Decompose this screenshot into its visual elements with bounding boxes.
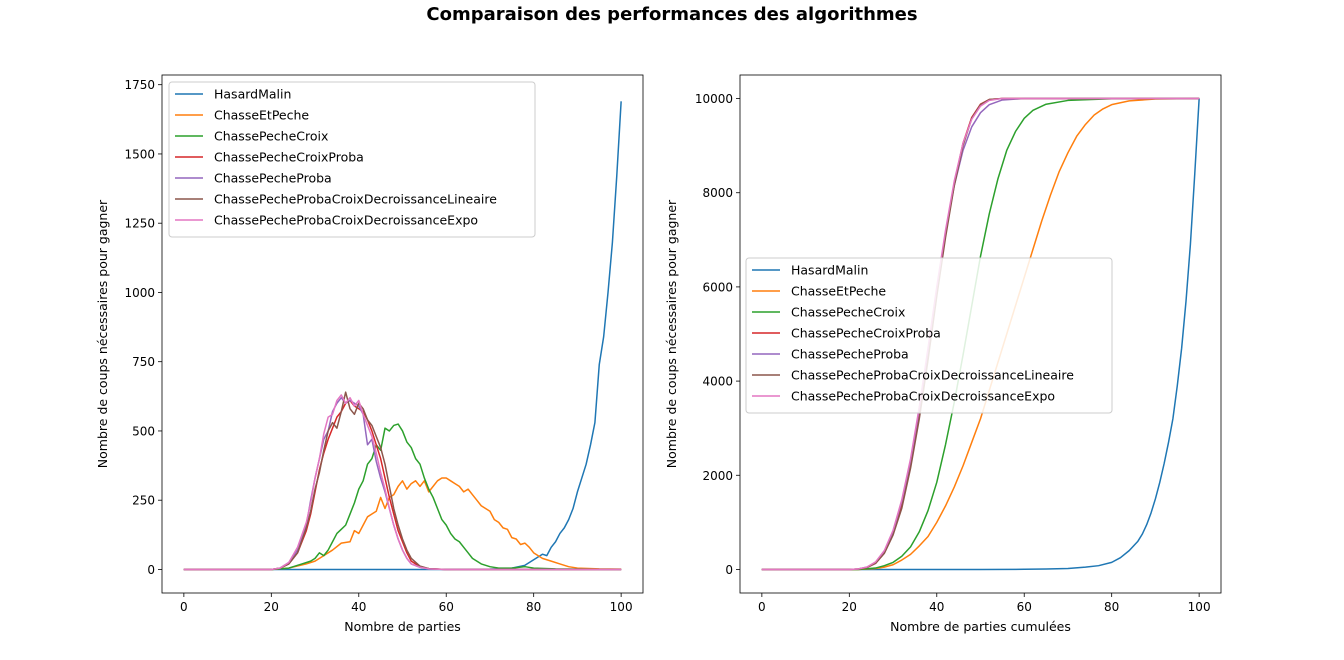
series-line-7 — [183, 394, 622, 571]
legend-label: ChassePecheProba — [214, 171, 332, 186]
series-line-4 — [183, 399, 622, 571]
y-tick-label: 250 — [132, 494, 155, 508]
series-line-1 — [761, 98, 1200, 571]
x-tick-label: 20 — [264, 600, 279, 614]
y-tick-label: 1500 — [124, 147, 155, 161]
legend-label: ChassePecheCroixProba — [214, 150, 364, 165]
y-tick-label: 8000 — [702, 186, 733, 200]
x-tick-label: 100 — [610, 600, 633, 614]
x-tick-label: 60 — [1017, 600, 1032, 614]
y-tick-label: 1000 — [124, 286, 155, 300]
legend-box — [168, 81, 536, 238]
x-axis-label: Nombre de parties — [344, 619, 461, 634]
x-tick-label: 40 — [929, 600, 944, 614]
x-tick-label: 0 — [180, 600, 188, 614]
y-tick-label: 1750 — [124, 78, 155, 92]
axes-frame — [739, 74, 1222, 594]
subplot-1: 0 20 40 60 80 10002505007501000125015001750No… — [95, 74, 644, 634]
x-tick-label: 80 — [1104, 600, 1119, 614]
x-tick-label: 100 — [1188, 600, 1211, 614]
y-axis-label: Nombre de coups nécessaires pour gagner — [95, 199, 110, 468]
figure-title: Comparaison des performances des algorit… — [426, 4, 918, 25]
x-tick-label: 20 — [842, 600, 857, 614]
y-tick-label: 2000 — [702, 469, 733, 483]
x-tick-label: 60 — [439, 600, 454, 614]
series-line-6 — [183, 391, 622, 571]
legend-label: HasardMalin — [791, 263, 868, 278]
y-tick-label: 500 — [132, 424, 155, 438]
legend-label: ChasseEtPeche — [214, 108, 309, 123]
axes-frame — [161, 74, 644, 594]
series-line-1 — [183, 101, 622, 571]
y-tick-label: 0 — [147, 563, 155, 577]
subplot-2: 0 20 40 60 80 100 0 2000 4000 6000 8000 10000 Nombre… — [664, 74, 1222, 634]
x-tick-label: 0 — [758, 600, 766, 614]
legend-label: ChassePecheProba — [791, 347, 909, 362]
y-tick-label: 0 — [725, 563, 733, 577]
legend-label: ChassePecheCroix — [791, 305, 905, 320]
legend-label: HasardMalin — [214, 87, 291, 102]
series-line-3 — [183, 423, 622, 571]
y-tick-label: 10000 — [695, 92, 733, 106]
y-tick-label: 750 — [132, 355, 155, 369]
y-axis-label: Nombre de coups nécessaires pour gagner — [664, 199, 679, 468]
legend-label: ChassePecheCroix — [214, 129, 328, 144]
legend: HasardMalin ChasseEtPeche ChassePecheCroix… — [745, 257, 1113, 414]
legend-label: ChassePecheProbaCroixDecroissanceLineair… — [214, 192, 497, 207]
legend-label: ChasseEtPeche — [791, 284, 886, 299]
legend-label: ChassePecheProbaCroixDecroissanceLineair… — [791, 368, 1074, 383]
x-tick-label: 40 — [351, 600, 366, 614]
y-tick-label: 4000 — [702, 375, 733, 389]
x-tick-label: 80 — [526, 600, 541, 614]
y-tick-label: 6000 — [702, 280, 733, 294]
x-axis-label: Nombre de parties cumulées — [890, 619, 1071, 634]
y-tick-label: 1250 — [124, 217, 155, 231]
legend-label: ChassePecheCroixProba — [791, 326, 941, 341]
legend-box — [745, 257, 1113, 414]
legend-label: ChassePecheProbaCroixDecroissanceExpo — [214, 213, 478, 228]
legend-label: ChassePecheProbaCroixDecroissanceExpo — [791, 389, 1055, 404]
legend: HasardMalin ChasseEtPeche ChassePecheCroix… — [168, 81, 536, 238]
series-group — [183, 101, 622, 571]
series-line-2 — [183, 477, 622, 571]
